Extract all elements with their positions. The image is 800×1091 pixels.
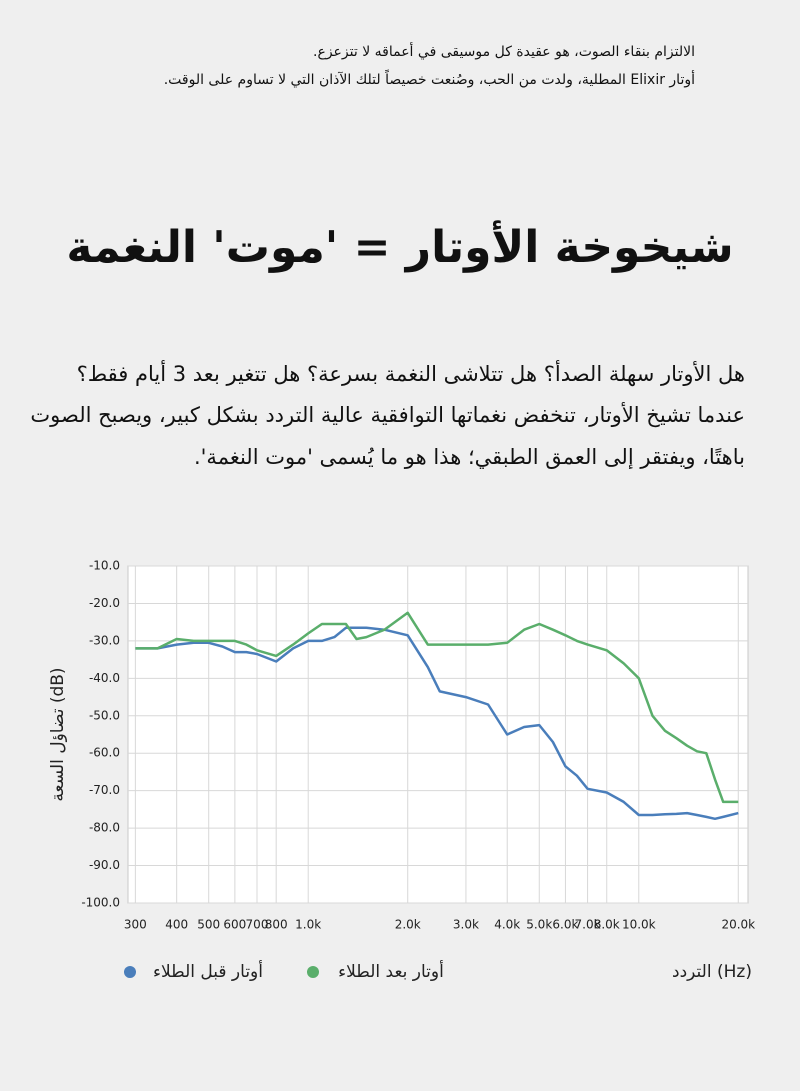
legend-marker bbox=[124, 966, 136, 978]
x-tick-label: 2.0k bbox=[395, 918, 421, 932]
x-tick-label: 400 bbox=[165, 918, 188, 932]
y-tick-label: -10.0 bbox=[89, 559, 120, 573]
y-tick-label: -20.0 bbox=[89, 596, 120, 610]
y-tick-label: -80.0 bbox=[89, 821, 120, 835]
y-tick-label: -70.0 bbox=[89, 783, 120, 797]
header-line: أوتار Elixir المطلية، ولدت من الحب، وصُن… bbox=[163, 72, 695, 88]
x-tick-label: 10.0k bbox=[622, 918, 656, 932]
x-tick-label: 5.0k bbox=[526, 918, 552, 932]
y-tick-label: -90.0 bbox=[89, 858, 120, 872]
legend-label: أوتار بعد الطلاء bbox=[338, 960, 444, 982]
x-tick-label: 600 bbox=[223, 918, 246, 932]
y-tick-label: -30.0 bbox=[89, 633, 120, 647]
header-line: الالتزام بنقاء الصوت، هو عقيدة كل موسيقى… bbox=[313, 44, 695, 60]
x-tick-label: 300 bbox=[124, 918, 147, 932]
y-tick-label: -60.0 bbox=[89, 746, 120, 760]
y-tick-label: -100.0 bbox=[81, 896, 120, 910]
y-tick-label: -50.0 bbox=[89, 708, 120, 722]
legend-marker bbox=[307, 966, 319, 978]
x-tick-label: 7.0k bbox=[575, 918, 601, 932]
series-line bbox=[135, 611, 739, 804]
x-tick-label: 700 bbox=[246, 918, 269, 932]
series-line bbox=[135, 626, 739, 821]
y-tick-label: -40.0 bbox=[89, 671, 120, 685]
x-tick-label: 20.0k bbox=[721, 918, 755, 932]
x-tick-label: 3.0k bbox=[453, 918, 479, 932]
title: شيخوخة الأوتار = 'موت' النغمة bbox=[66, 222, 734, 273]
x-tick-label: 8.0k bbox=[594, 918, 620, 932]
x-tick-label: 500 bbox=[197, 918, 220, 932]
paragraph-line: عندما تشيخ الأوتار، تنخفض نغماتها التواف… bbox=[30, 403, 745, 427]
x-axis-label: التردد (Hz) bbox=[672, 962, 752, 982]
plot-area bbox=[127, 565, 749, 904]
legend-label: أوتار قبل الطلاء bbox=[153, 960, 263, 982]
x-tick-label: 800 bbox=[265, 918, 288, 932]
x-tick-label: 6.0k bbox=[552, 918, 578, 932]
x-tick-label: 1.0k bbox=[295, 918, 321, 932]
x-tick-label: 4.0k bbox=[494, 918, 520, 932]
y-axis-label: تضاؤل السعة (dB) bbox=[48, 667, 68, 801]
paragraph-line: باهتًا، ويفتقر إلى العمق الطبقي؛ هذا هو … bbox=[193, 445, 745, 469]
chart: -10.0 -20.0 -30.0 -40.0 -50.0 -60.0 -70.0 -80.0… bbox=[48, 559, 755, 983]
paragraph-line: هل الأوتار سهلة الصدأ؟ هل تتلاشى النغمة … bbox=[76, 362, 745, 386]
